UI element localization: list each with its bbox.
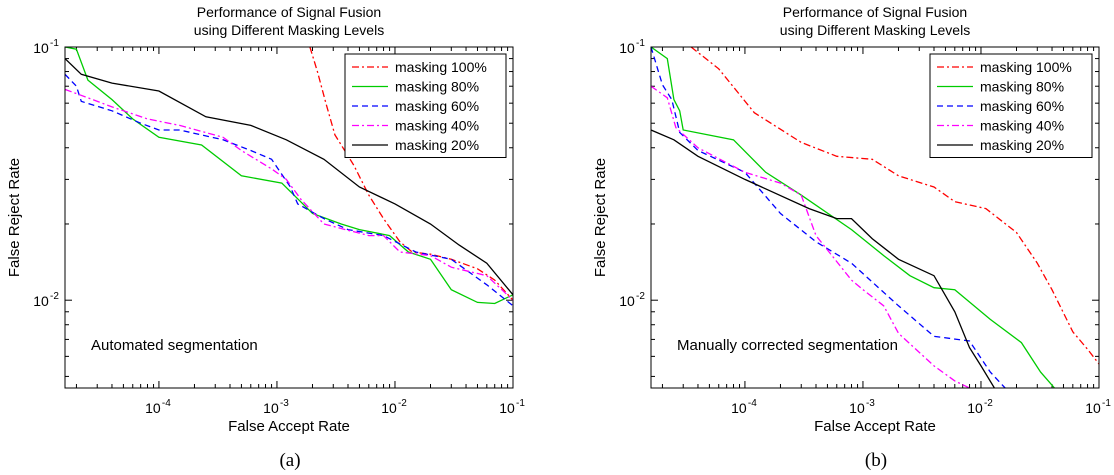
annotation-text: Automated segmentation <box>91 337 258 354</box>
x-tick-exponent: -1 <box>516 398 525 409</box>
x-tick-label: 10 <box>145 400 161 416</box>
legend-label: masking 100% <box>980 59 1072 75</box>
x-tick-label: 10 <box>263 400 279 416</box>
legend-label: masking 20% <box>980 137 1064 153</box>
minor-ticks <box>65 46 514 388</box>
series-line-masking-100- <box>309 47 513 301</box>
x-tick-exponent: -4 <box>748 398 757 409</box>
legend-label: masking 40% <box>980 118 1064 134</box>
series-line-masking-80- <box>651 47 1055 388</box>
chart-title: Performance of Signal Fusion <box>783 4 967 20</box>
legend-label: masking 40% <box>395 118 479 134</box>
x-tick-exponent: -3 <box>280 398 289 409</box>
y-tick-label: 10 <box>33 293 49 309</box>
series-line-masking-40- <box>651 85 970 388</box>
x-tick-label: 10 <box>1085 400 1101 416</box>
legend-label: masking 80% <box>395 79 479 95</box>
y-axis-label: False Reject Rate <box>592 158 609 277</box>
y-tick-exponent: -1 <box>636 38 645 49</box>
x-tick-label: 10 <box>731 400 747 416</box>
y-tick-exponent: -1 <box>50 38 59 49</box>
x-tick-label: 10 <box>499 400 515 416</box>
series-lines <box>651 47 1099 388</box>
x-axis-label: False Accept Rate <box>228 418 350 435</box>
x-tick-exponent: -1 <box>1102 398 1111 409</box>
legend-label: masking 80% <box>980 79 1064 95</box>
legend-label: masking 60% <box>395 98 479 114</box>
series-line-masking-20- <box>651 129 995 388</box>
legend-label: masking 20% <box>395 137 479 153</box>
series-line-masking-80- <box>65 47 513 305</box>
panel-caption: (b) <box>865 450 887 471</box>
x-tick-label: 10 <box>381 400 397 416</box>
x-tick-exponent: -2 <box>984 398 993 409</box>
y-tick-exponent: -2 <box>636 291 645 302</box>
series-line-masking-20- <box>65 58 513 296</box>
x-axis-label: False Accept Rate <box>814 418 936 435</box>
y-tick-label: 10 <box>619 40 635 56</box>
legend-box <box>344 53 507 158</box>
x-tick-exponent: -2 <box>398 398 407 409</box>
chart-title: Performance of Signal Fusion <box>197 4 381 20</box>
x-tick-label: 10 <box>849 400 865 416</box>
legend: masking 100% masking 80% masking 60% maskin… <box>929 53 1093 158</box>
y-tick-label: 10 <box>33 40 49 56</box>
x-tick-exponent: -4 <box>162 398 171 409</box>
legend-label: masking 100% <box>395 59 487 75</box>
x-tick-label: 10 <box>967 400 983 416</box>
y-tick-exponent: -2 <box>50 291 59 302</box>
chart-panel-1: Performance of Signal Fusion using Differ… <box>6 4 525 471</box>
panel-caption: (a) <box>279 450 300 471</box>
series-line-masking-100- <box>690 47 1099 365</box>
y-axis-label: False Reject Rate <box>6 158 23 277</box>
chart-subtitle: using Different Masking Levels <box>194 22 384 38</box>
plot-frame <box>64 46 514 389</box>
series-lines <box>65 47 513 307</box>
legend-label: masking 60% <box>980 98 1064 114</box>
series-line-masking-40- <box>65 88 513 301</box>
plot-frame <box>650 46 1100 389</box>
chart-subtitle: using Different Masking Levels <box>780 22 970 38</box>
x-tick-exponent: -3 <box>866 398 875 409</box>
legend: masking 100% masking 80% masking 60% maskin… <box>344 53 507 158</box>
chart-panel-2: Performance of Signal Fusion using Differ… <box>592 4 1111 471</box>
y-tick-label: 10 <box>619 293 635 309</box>
annotation-text: Manually corrected segmentation <box>677 337 898 354</box>
series-line-masking-60- <box>651 47 1006 388</box>
series-line-masking-60- <box>65 73 513 307</box>
